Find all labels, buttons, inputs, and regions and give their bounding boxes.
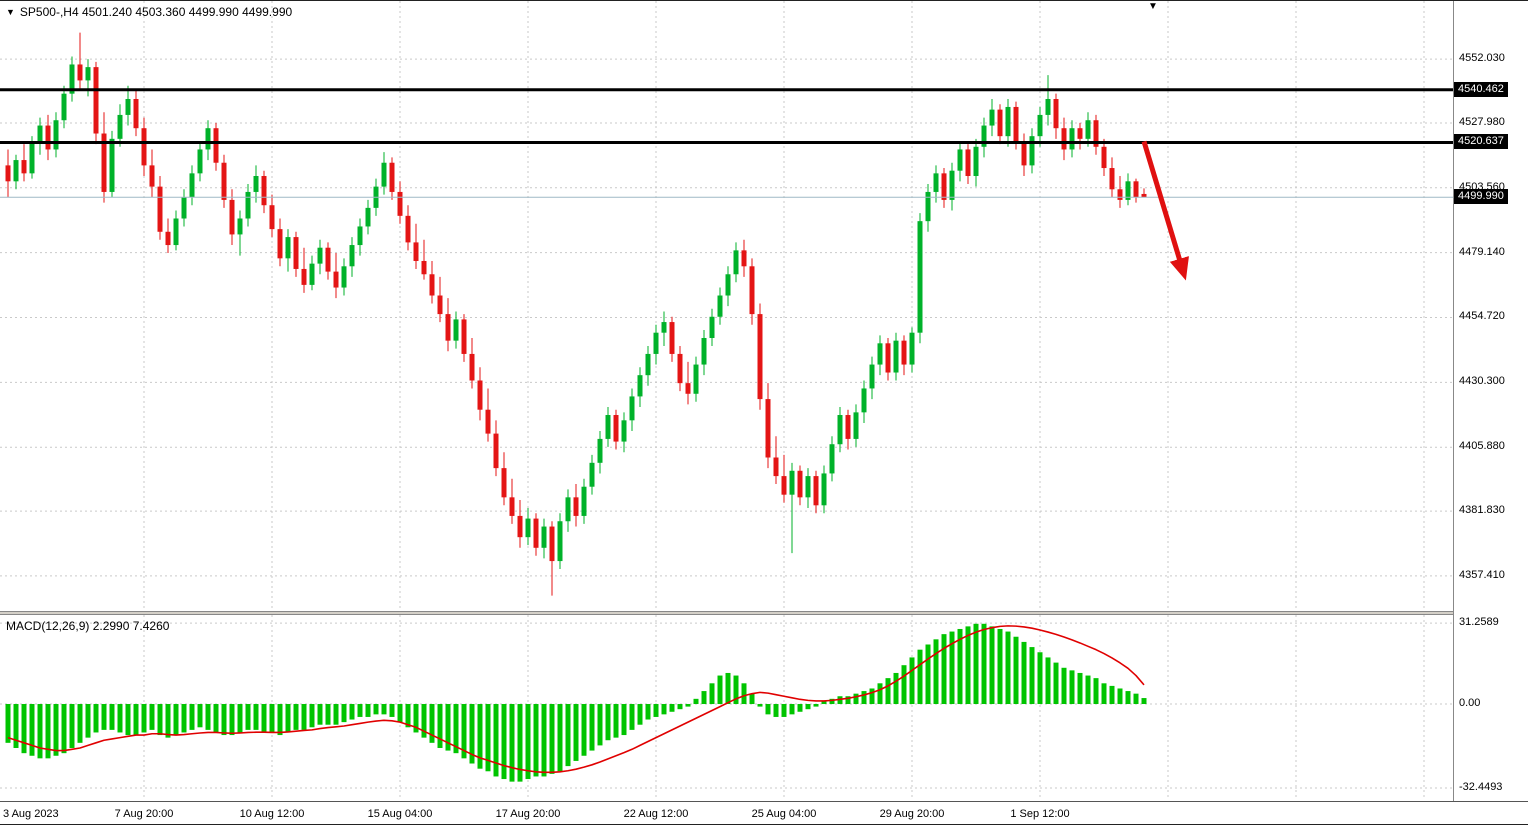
macd-canvas[interactable] [0, 615, 1453, 800]
macd-histogram [5, 623, 1147, 782]
price-tick-label: 4381.830 [1459, 504, 1505, 517]
price-tick-label: 4527.980 [1459, 115, 1505, 128]
symbol-ohlc-text: SP500-,H4 4501.240 4503.360 4499.990 449… [19, 5, 293, 19]
price-tick-label: 4430.300 [1459, 375, 1505, 388]
chart-shift-marker[interactable]: ▼ [1148, 1, 1158, 12]
time-tick-label: 22 Aug 12:00 [623, 808, 689, 820]
price-tick-label: 4357.410 [1459, 568, 1505, 581]
time-tick-label: 15 Aug 04:00 [367, 808, 433, 820]
time-tick-label: 7 Aug 20:00 [114, 808, 174, 820]
price-axis[interactable]: 4552.030 4527.980 4503.560 4479.140 4454.720… [1453, 1, 1528, 801]
macd-indicator-label: MACD(12,26,9) 2.2990 7.4260 [6, 619, 170, 633]
macd-tick-label: 31.2589 [1459, 616, 1499, 629]
resistance-line-price-tag[interactable]: 4540.462 [1454, 81, 1508, 97]
time-tick-label: 25 Aug 04:00 [751, 808, 817, 820]
sell-arrow-annotation[interactable] [1141, 140, 1189, 281]
time-tick-label: 3 Aug 2023 [3, 808, 59, 820]
price-tick-label: 4405.880 [1459, 440, 1505, 453]
support-line-price-tag[interactable]: 4520.637 [1454, 134, 1508, 150]
macd-tick-label: -32.4493 [1459, 780, 1503, 793]
time-tick-label: 29 Aug 20:00 [879, 808, 945, 820]
candlesticks [5, 32, 1147, 596]
time-axis[interactable]: 3 Aug 2023 7 Aug 20:00 10 Aug 12:00 15 Aug … [0, 801, 1528, 824]
time-tick-label: 10 Aug 12:00 [239, 808, 305, 820]
symbol-ohlc-label: ▼ SP500-,H4 4501.240 4503.360 4499.990 44… [6, 5, 292, 19]
price-tick-label: 4552.030 [1459, 52, 1505, 65]
price-tick-label: 4479.140 [1459, 245, 1505, 258]
bid-price-tag: 4499.990 [1454, 189, 1508, 205]
time-tick-label: 17 Aug 20:00 [495, 808, 561, 820]
macd-signal-line [7, 625, 1145, 774]
main-gridlines [0, 1, 1453, 611]
collapse-icon[interactable]: ▼ [6, 7, 15, 17]
macd-tick-label: 0.00 [1459, 697, 1481, 709]
price-chart-canvas[interactable] [0, 1, 1453, 611]
price-tick-label: 4454.720 [1459, 310, 1505, 323]
time-tick-label: 1 Sep 12:00 [1010, 808, 1070, 820]
pane-divider[interactable] [0, 611, 1453, 615]
